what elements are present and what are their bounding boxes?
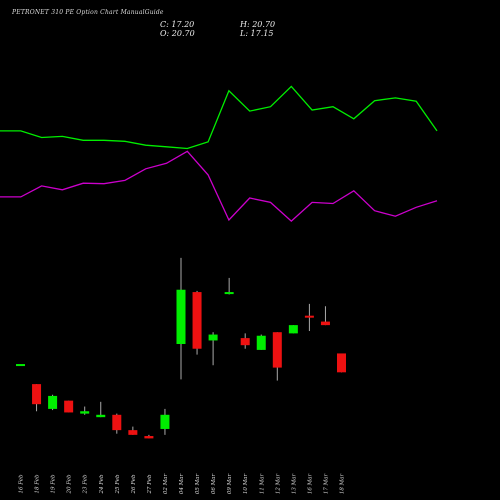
date-tick-label: 04 Mar [179,473,185,494]
candle-body [144,436,154,439]
line-series-2 [0,150,438,222]
candle-body [176,289,186,344]
candle-body [337,353,346,373]
candle-body [160,414,170,429]
candle-body [128,430,138,435]
candle-body [32,384,42,405]
date-tick-label: 18 Feb [35,474,41,494]
candle-body [304,315,314,318]
candle-body [192,292,202,349]
candle-body [112,414,122,431]
candle-body [80,411,90,414]
date-tick-label: 23 Feb [83,474,89,495]
date-tick-label: 12 Mar [275,473,281,494]
close-value: C: 17.20 [160,20,195,29]
date-tick-label: 05 Mar [195,473,201,494]
date-tick-label: 10 Mar [243,473,249,494]
candle-body [96,414,106,418]
candle-body [272,332,282,368]
candle-body [288,325,298,334]
date-tick-label: 11 Mar [259,473,265,494]
candle-body [16,364,25,367]
line-series-1 [0,85,438,150]
date-tick-label: 06 Mar [211,473,217,494]
date-tick-label: 02 Mar [163,473,169,494]
date-tick-label: 25 Feb [115,474,121,495]
open-value: O: 20.70 [160,29,195,38]
date-tick-label: 27 Feb [147,474,153,495]
date-tick-label: 09 Mar [227,473,233,494]
candle-body [240,338,250,346]
candle-body [224,292,234,295]
chart-title: PETRONET 310 PE Option Chart ManualGuide [12,9,164,16]
date-tick-label: 16 Feb [19,474,25,494]
date-tick-label: 17 Mar [323,473,329,494]
candle-body [320,321,330,326]
date-tick-label: 24 Feb [99,474,105,495]
date-tick-label: 13 Mar [291,473,297,494]
date-tick-label: 26 Feb [131,474,137,495]
low-value: L: 17.15 [240,29,274,38]
candle-body [48,395,58,409]
date-tick-label: 16 Mar [307,473,313,494]
date-tick-label: 18 Mar [340,473,346,494]
candle-body [64,400,74,413]
date-tick-label: 19 Feb [51,474,57,494]
date-tick-label: 20 Feb [67,474,73,495]
candle-body [208,334,218,341]
candle-body [256,335,266,350]
high-value: H: 20.70 [240,20,276,29]
